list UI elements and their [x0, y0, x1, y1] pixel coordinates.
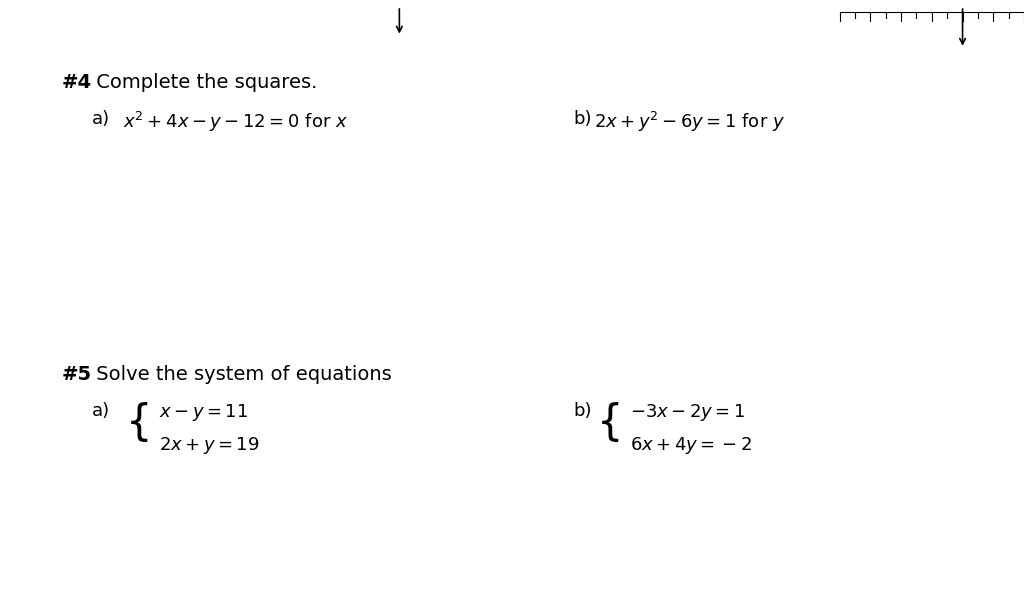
Text: $6x + 4y = -2$: $6x + 4y = -2$ — [630, 435, 752, 456]
Text: $2x + y = 19$: $2x + y = 19$ — [159, 435, 259, 456]
Text: $x - y = 11$: $x - y = 11$ — [159, 402, 248, 423]
Text: a): a) — [92, 110, 111, 128]
Text: b): b) — [573, 402, 592, 420]
Text: $\{$: $\{$ — [596, 400, 620, 444]
Text: $x^2 + 4x - y - 12 = 0$ for $x$: $x^2 + 4x - y - 12 = 0$ for $x$ — [123, 110, 348, 134]
Text: $-3x - 2y = 1$: $-3x - 2y = 1$ — [630, 402, 745, 423]
Text: #5: #5 — [61, 365, 91, 384]
Text: $2x + y^2 - 6y = 1$ for $y$: $2x + y^2 - 6y = 1$ for $y$ — [594, 110, 785, 134]
Text: $\{$: $\{$ — [125, 400, 148, 444]
Text: Solve the system of equations: Solve the system of equations — [90, 365, 392, 384]
Text: Complete the squares.: Complete the squares. — [90, 73, 317, 92]
Text: a): a) — [92, 402, 111, 420]
Text: #4: #4 — [61, 73, 91, 92]
Text: b): b) — [573, 110, 592, 128]
